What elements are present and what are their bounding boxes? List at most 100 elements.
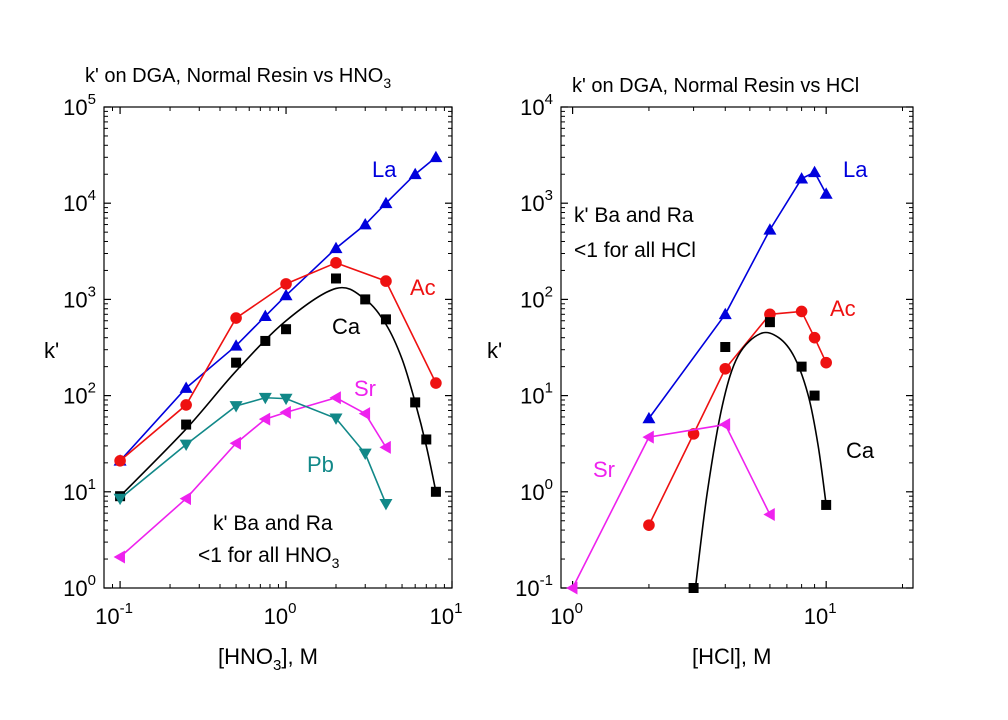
left-series-sr-point — [279, 405, 291, 419]
right-label-ca: Ca — [846, 438, 875, 463]
left-label-sr: Sr — [354, 376, 376, 401]
left-series-ca-point — [331, 273, 341, 284]
left-label-ac: Ac — [410, 275, 436, 300]
right-ytick-label: 104 — [520, 91, 553, 120]
left-xtick-label: 100 — [264, 600, 297, 629]
left-note-line2: <1 for all HNO3 — [198, 544, 340, 571]
left-series-ca-point — [181, 419, 192, 430]
left-series-ca-point — [380, 314, 391, 325]
left-series-pb-line — [119, 396, 387, 505]
left-ytick-label: 104 — [63, 187, 96, 216]
right-series-sr-point — [763, 508, 775, 522]
left-ytick-label: 102 — [63, 380, 96, 409]
left-series-ca-point — [360, 294, 371, 305]
left-series-pb-point — [329, 413, 343, 425]
right-series-ca-point — [764, 317, 775, 328]
left-series-sr-point — [179, 492, 191, 506]
left-series-la-point — [379, 196, 393, 209]
left-note-line1: k' Ba and Ra — [213, 512, 333, 535]
left-series-la-line — [119, 156, 437, 462]
left-series-ac-point — [280, 278, 292, 290]
right-note-line2: <1 for all HCl — [574, 239, 696, 262]
left-series-ac-point — [114, 455, 126, 467]
right-series-la-point — [642, 411, 656, 424]
right-series-la-point — [808, 165, 822, 178]
left-series-ca-point — [281, 324, 292, 335]
right-series-ca-point — [720, 342, 731, 353]
left-series-pb-point — [379, 498, 393, 511]
right-xtick-label: 100 — [550, 600, 583, 629]
right-series-ca-point — [821, 499, 832, 510]
left-series-la-point — [258, 309, 272, 322]
left-label-pb: Pb — [307, 452, 334, 477]
right-label-la: La — [843, 157, 868, 182]
left-series-ac-point — [230, 312, 242, 324]
right-series-la-point — [795, 172, 809, 184]
left-series-la-point — [279, 288, 293, 301]
right-series-ca-point — [796, 361, 807, 372]
left-chart-title: k' on DGA, Normal Resin vs HNO3 — [85, 65, 391, 91]
left-series-pb-point — [113, 493, 127, 506]
left-series-group — [113, 150, 443, 564]
right-series-ac-point — [719, 362, 732, 375]
right-series-la-point — [819, 187, 833, 199]
right-series-ca-point — [809, 390, 820, 401]
chart-right: k' on DGA, Normal Resin vs HCl 10-110010… — [487, 75, 914, 669]
left-x-axis-label: [HNO3], M — [218, 644, 318, 674]
right-series-ca-point — [688, 583, 699, 593]
left-series-ac-point — [180, 399, 192, 411]
right-series-group — [566, 165, 833, 595]
left-y-axis-label: k' — [44, 338, 59, 363]
right-series-sr-point — [642, 430, 654, 444]
left-series-sr-point — [113, 550, 125, 564]
left-series-sr-point — [329, 391, 341, 405]
chart-left: k' on DGA, Normal Resin vs HNO3 100 101 10… — [44, 65, 462, 674]
right-series-ac-line — [648, 310, 827, 526]
right-series-sr-line — [571, 423, 771, 589]
left-label-ca: Ca — [332, 314, 361, 339]
left-series-la-point — [179, 381, 193, 393]
left-series-pb-point — [179, 439, 193, 452]
right-ytick-label: 103 — [520, 187, 553, 216]
left-ytick-label: 101 — [63, 476, 96, 505]
left-series-la-point — [358, 218, 372, 230]
right-series-ac-point — [820, 356, 832, 369]
right-series-ac-point — [808, 331, 821, 344]
left-xtick-label: 101 — [430, 600, 463, 629]
left-ytick-label: 105 — [63, 91, 96, 120]
left-xtick-label: 10-1 — [95, 600, 133, 629]
left-series-sr-line — [119, 396, 387, 558]
left-series-sr-point — [229, 436, 241, 450]
right-series-ac-point — [795, 305, 808, 318]
left-series-ca-point — [421, 434, 432, 445]
left-series-pb-point — [279, 393, 293, 406]
right-ytick-label: 10-1 — [515, 572, 553, 601]
left-series-ac-line — [119, 261, 437, 462]
left-ytick-label: 100 — [63, 572, 96, 601]
left-label-la: La — [372, 157, 397, 182]
left-series-ca-point — [410, 397, 421, 408]
left-series-pb-point — [358, 448, 372, 461]
right-plot-frame — [560, 106, 914, 589]
right-label-sr: Sr — [593, 457, 615, 482]
right-series-ca-fit — [694, 331, 827, 589]
left-series-ac-point — [330, 257, 342, 269]
left-series-ac-point — [430, 377, 442, 389]
right-chart-title: k' on DGA, Normal Resin vs HCl — [572, 75, 859, 97]
left-series-ca-point — [430, 486, 441, 497]
left-series-sr-point — [379, 440, 391, 454]
right-xtick-label: 101 — [804, 600, 837, 629]
right-ytick-label: 100 — [520, 476, 553, 505]
left-series-pb-point — [229, 401, 243, 413]
right-series-ac-point — [643, 519, 655, 531]
left-series-la-point — [229, 339, 243, 351]
right-series-sr-point — [566, 581, 578, 595]
left-series-la-point — [429, 150, 443, 163]
right-x-axis-label: [HCl], M — [692, 644, 771, 669]
left-series-sr-point — [258, 412, 271, 426]
left-series-la-point — [408, 167, 422, 180]
left-series-sr-point — [358, 407, 371, 421]
